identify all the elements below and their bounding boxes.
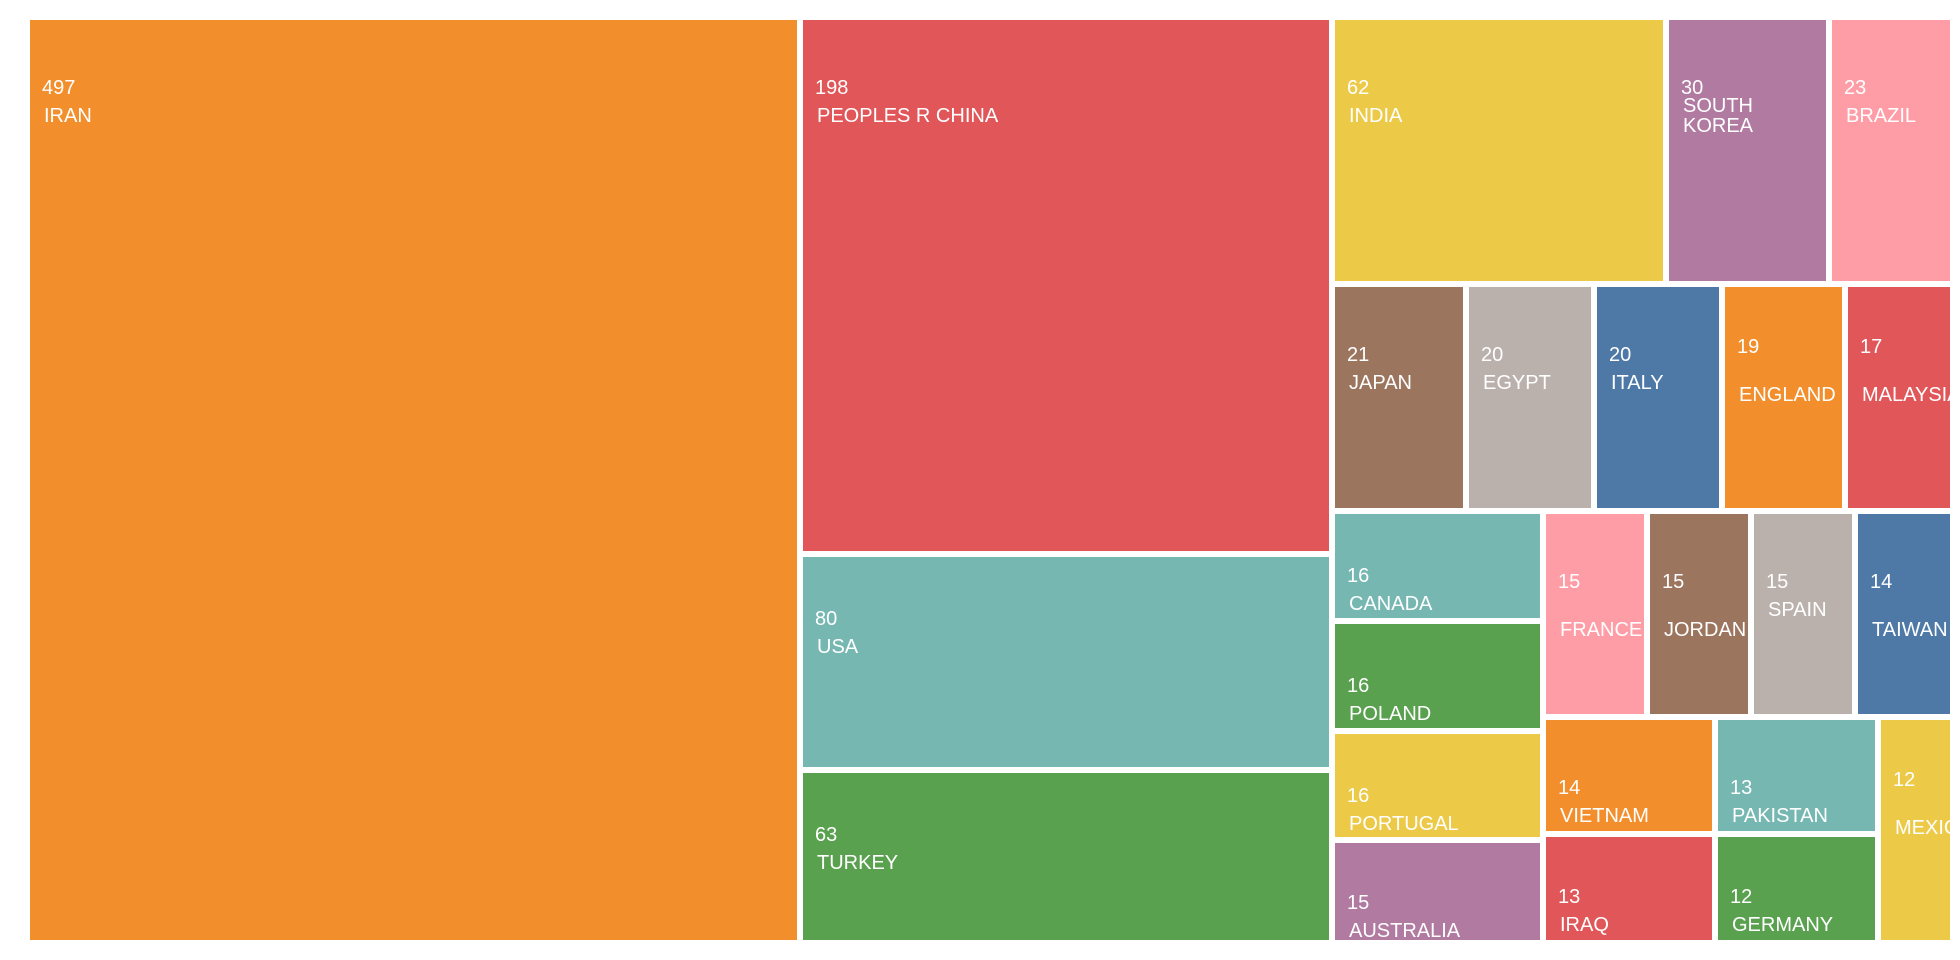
- tile-label: GERMANY: [1732, 914, 1834, 936]
- tile-jordan: 15 JORDAN: [1650, 514, 1748, 714]
- tile-australia: 15 AUSTRALIA: [1335, 843, 1540, 940]
- tile-value: 13: [1730, 777, 1753, 799]
- tile-label: SOUTH KOREA: [1683, 95, 1754, 137]
- tile-value: 23: [1844, 77, 1867, 99]
- tile-value: 198: [815, 77, 849, 99]
- tile-value: 16: [1347, 565, 1370, 587]
- tile-label: CANADA: [1349, 593, 1433, 615]
- tile-label: IRAQ: [1560, 914, 1609, 936]
- tile-iraq: 13 IRAQ: [1546, 837, 1712, 940]
- tile-england: 19 ENGLAND: [1725, 287, 1842, 508]
- tile-value: 30: [1681, 77, 1704, 99]
- tile-poland: 16 POLAND: [1335, 624, 1540, 728]
- tile-label: JAPAN: [1349, 372, 1412, 394]
- tile-label: VIETNAM: [1560, 805, 1649, 827]
- tile-brazil: 23 BRAZIL: [1832, 20, 1950, 281]
- tile-egypt: 20 EGYPT: [1469, 287, 1591, 508]
- tile-label: IRAN: [44, 105, 92, 127]
- tile-value: 21: [1347, 344, 1370, 366]
- tile-label: SPAIN: [1768, 599, 1827, 621]
- tile-label: TURKEY: [817, 852, 899, 874]
- tile-taiwan: 14 TAIWAN: [1858, 514, 1950, 714]
- tile-value: 16: [1347, 785, 1370, 807]
- tile-label: ITALY: [1611, 372, 1664, 394]
- tile-label: POLAND: [1349, 703, 1432, 725]
- tile-label: MALAYSIA: [1862, 384, 1950, 406]
- tile-canada: 16 CANADA: [1335, 514, 1540, 618]
- tile-label: AUSTRALIA: [1349, 920, 1461, 940]
- tile-label: USA: [817, 636, 859, 658]
- tile-pakistan: 13 PAKISTAN: [1718, 720, 1875, 831]
- tile-value: 15: [1558, 571, 1581, 593]
- tile-value: 15: [1662, 571, 1685, 593]
- tile-label: MEXICO: [1895, 817, 1950, 839]
- tile-label: PEOPLES R CHINA: [817, 105, 999, 127]
- tile-value: 20: [1609, 344, 1632, 366]
- tile-label: TAIWAN: [1872, 619, 1948, 641]
- tile-value: 14: [1558, 777, 1581, 799]
- tile-value: 14: [1870, 571, 1893, 593]
- tile-label: JORDAN: [1664, 619, 1747, 641]
- tile-label: ENGLAND: [1739, 384, 1836, 406]
- tile-turkey: 63 TURKEY: [803, 773, 1329, 940]
- tile-value: 19: [1737, 336, 1760, 358]
- tile-value: 20: [1481, 344, 1504, 366]
- tile-label: FRANCE: [1560, 619, 1643, 641]
- tile-label: EGYPT: [1483, 372, 1551, 394]
- tile-value: 62: [1347, 77, 1370, 99]
- tile-italy: 20 ITALY: [1597, 287, 1719, 508]
- tile-label: INDIA: [1349, 105, 1403, 127]
- tile-value: 15: [1347, 892, 1370, 914]
- tile-value: 17: [1860, 336, 1883, 358]
- tile-mexico: 12 MEXICO: [1881, 720, 1950, 940]
- tile-value: 80: [815, 608, 838, 630]
- tile-spain: 15 SPAIN: [1754, 514, 1852, 714]
- tile-label: PAKISTAN: [1732, 805, 1828, 827]
- tile-usa: 80 USA: [803, 557, 1329, 767]
- tile-value: 15: [1766, 571, 1789, 593]
- tile-portugal: 16 PORTUGAL: [1335, 734, 1540, 837]
- tile-value: 63: [815, 824, 838, 846]
- tile-value: 12: [1730, 886, 1753, 908]
- tile-value: 497: [42, 77, 76, 99]
- tile-france: 15 FRANCE: [1546, 514, 1644, 714]
- tile-value: 16: [1347, 675, 1370, 697]
- tile-value: 13: [1558, 886, 1581, 908]
- tile-malaysia: 17 MALAYSIA: [1848, 287, 1950, 508]
- tile-label: PORTUGAL: [1349, 813, 1459, 835]
- tile-label: BRAZIL: [1846, 105, 1917, 127]
- tile-value: 12: [1893, 769, 1916, 791]
- tile-peoples-r-china: 198 PEOPLES R CHINA: [803, 20, 1329, 551]
- tile-india: 62 INDIA: [1335, 20, 1663, 281]
- tile-vietnam: 14 VIETNAM: [1546, 720, 1712, 831]
- tile-japan: 21 JAPAN: [1335, 287, 1463, 508]
- tile-south-korea: 30 SOUTH KOREA: [1669, 20, 1826, 281]
- tile-germany: 12 GERMANY: [1718, 837, 1875, 940]
- tile-iran: 497 IRAN: [30, 20, 797, 940]
